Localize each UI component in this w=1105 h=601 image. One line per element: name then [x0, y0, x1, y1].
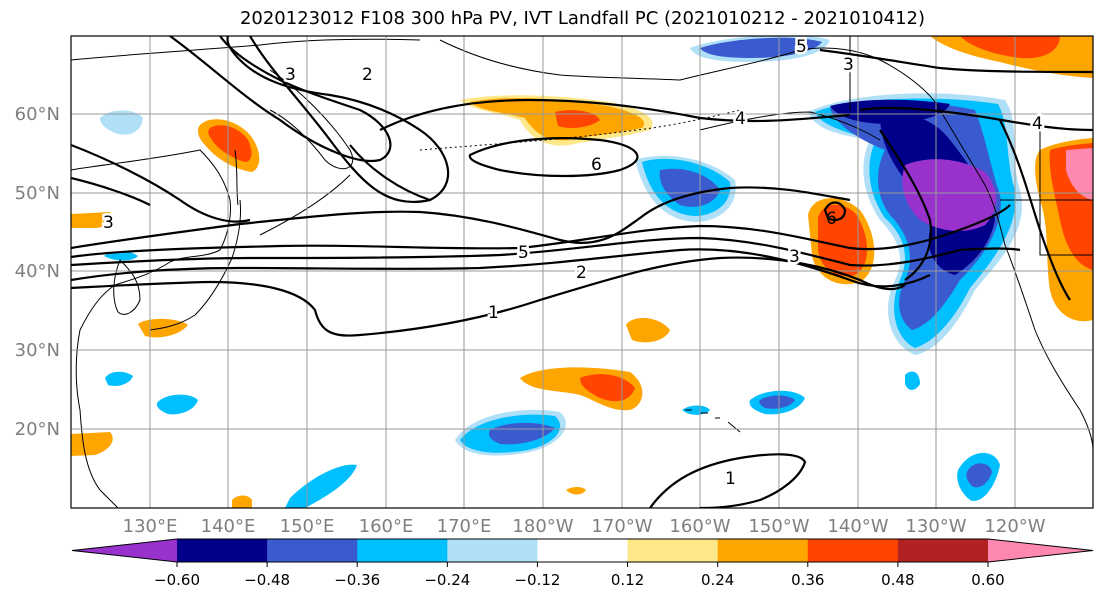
lon-label: 140°E — [201, 516, 256, 537]
negative-anomaly-region — [830, 99, 950, 124]
positive-anomaly-region — [1066, 148, 1093, 200]
colorbar: −0.60 −0.48 −0.36 −0.24 −0.12 0.12 0.24 0.36 0.4… — [71, 538, 1094, 589]
colorbar-tick-label: 0.24 — [701, 571, 734, 589]
colorbar-tick-label: −0.24 — [424, 571, 470, 589]
contour-label: 5 — [518, 243, 529, 263]
longitude-labels: 130°E 140°E 150°E 160°E 170°E 180°W 170°… — [123, 516, 1046, 537]
colorbar-extend-low — [72, 539, 177, 562]
colorbar-tick-label: −0.60 — [154, 571, 200, 589]
colorbar-tick-label: −0.12 — [514, 571, 560, 589]
colorbar-tick-label: 0.48 — [881, 571, 914, 589]
colorbar-swatch — [267, 539, 358, 562]
lat-label: 60°N — [15, 104, 60, 125]
positive-anomaly-region — [626, 318, 670, 343]
colorbar-swatch — [177, 539, 268, 562]
contour-label: 2 — [576, 263, 587, 283]
contour-label: 3 — [843, 55, 854, 75]
negative-anomaly-region — [659, 168, 720, 207]
contour-label: 2 — [362, 65, 373, 85]
positive-anomaly-region — [566, 487, 586, 495]
positive-anomaly-region — [208, 125, 252, 162]
negative-anomaly-region — [105, 371, 133, 386]
pv-anomaly-shading — [71, 36, 1093, 508]
lon-label: 130°E — [123, 516, 178, 537]
positive-anomaly-region — [580, 374, 635, 402]
lon-label: 150°E — [280, 516, 335, 537]
coastlines — [71, 36, 1093, 508]
positive-anomaly-region — [71, 432, 113, 456]
lat-label: 20°N — [15, 419, 60, 440]
lat-label: 40°N — [15, 261, 60, 282]
positive-anomaly-region — [960, 36, 1060, 59]
colorbar-tick-label: −0.36 — [334, 571, 380, 589]
gridlines — [71, 36, 1093, 508]
lon-label: 150°W — [748, 516, 809, 537]
lon-label: 160°E — [359, 516, 414, 537]
contour-label: 3 — [285, 65, 296, 85]
lon-label: 170°E — [437, 516, 492, 537]
contour-lines — [71, 36, 1093, 508]
contour-label: 5 — [796, 37, 807, 57]
contour-label: 1 — [725, 469, 736, 489]
contour-label: 4 — [735, 109, 746, 129]
negative-anomaly-region — [759, 395, 795, 409]
colorbar-swatch — [357, 539, 448, 562]
colorbar-swatch — [447, 539, 538, 562]
negative-anomaly-region — [905, 371, 920, 390]
negative-anomaly-region — [156, 394, 198, 415]
colorbar-swatch — [897, 539, 989, 562]
positive-anomaly-region — [71, 212, 112, 228]
colorbar-swatch — [537, 539, 629, 562]
contour-label: 1 — [488, 303, 499, 323]
contour-label: 3 — [103, 213, 114, 233]
lat-label: 30°N — [15, 340, 60, 361]
lon-label: 170°W — [591, 516, 652, 537]
lon-label: 140°W — [827, 516, 888, 537]
lat-label: 50°N — [15, 183, 60, 204]
lon-label: 120°W — [984, 516, 1045, 537]
latitude-labels: 60°N 50°N 40°N 30°N 20°N — [15, 104, 60, 440]
colorbar-tick-label: 0.12 — [611, 571, 644, 589]
colorbar-swatch — [807, 539, 899, 562]
colorbar-extend-high — [988, 539, 1093, 562]
colorbar-swatch — [717, 539, 809, 562]
lon-label: 160°W — [669, 516, 730, 537]
colorbar-tick-label: 0.60 — [971, 571, 1004, 589]
negative-anomaly-region — [285, 464, 357, 508]
positive-anomaly-region — [555, 110, 600, 128]
contour-label: 6 — [826, 209, 837, 229]
colorbar-swatch — [627, 539, 719, 562]
lon-label: 180°W — [512, 516, 573, 537]
colorbar-tick-label: 0.36 — [791, 571, 824, 589]
colorbar-tick-label: −0.48 — [244, 571, 290, 589]
contour-labels: 3 2 5 3 4 4 6 5 2 3 1 1 6 3 — [101, 36, 1046, 492]
negative-anomaly-region — [488, 422, 555, 445]
map-title: 2020123012 F108 300 hPa PV, IVT Landfall… — [239, 8, 926, 29]
contour-label: 4 — [1032, 114, 1043, 134]
negative-anomaly-region — [902, 159, 997, 232]
negative-anomaly-region — [966, 463, 992, 488]
negative-anomaly-region — [100, 110, 143, 135]
lon-label: 130°W — [905, 516, 966, 537]
contour-label: 3 — [789, 247, 800, 267]
map-frame — [70, 35, 1094, 509]
positive-anomaly-region — [818, 204, 868, 277]
positive-anomaly-region — [232, 495, 252, 508]
contour-label: 6 — [591, 155, 602, 175]
